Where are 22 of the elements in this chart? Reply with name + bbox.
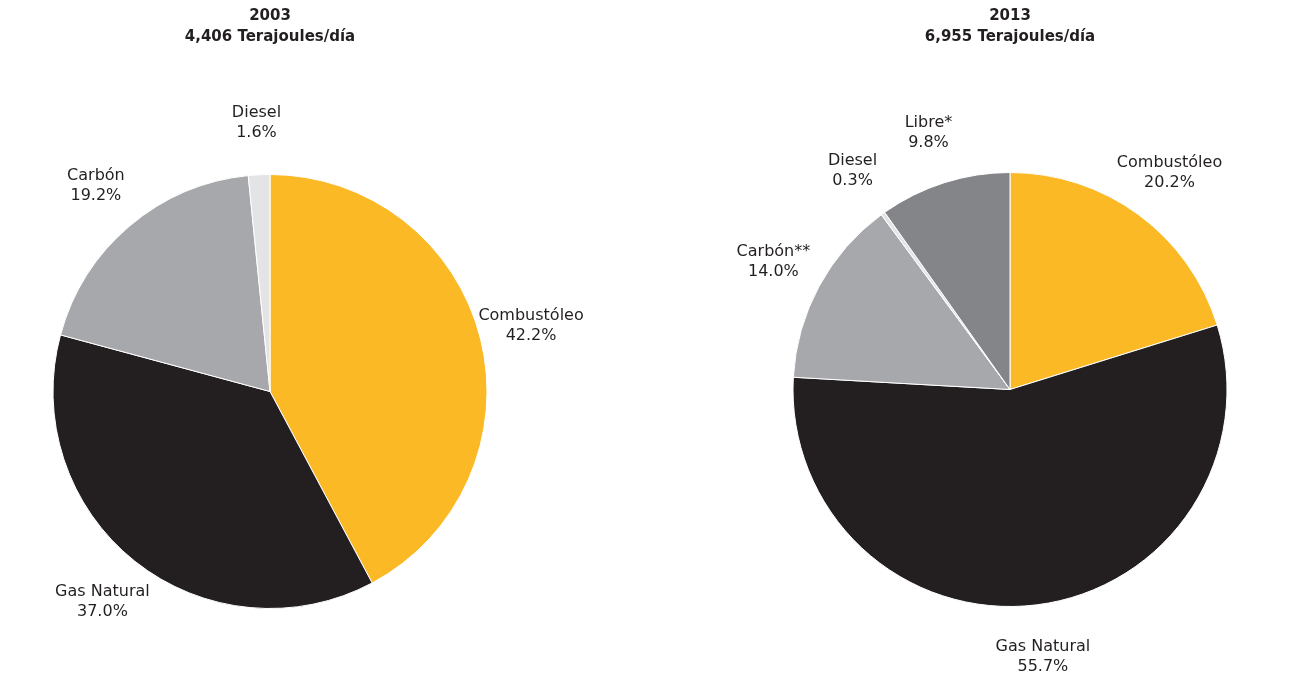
data-label: 20.2% — [1144, 171, 1195, 191]
data-label: 9.8% — [908, 132, 949, 152]
slice-label: Combustóleo — [478, 305, 584, 325]
slice-label: Gas Natural — [995, 635, 1091, 655]
slice-label: Diesel — [231, 101, 282, 121]
slice-label: Carbón** — [736, 240, 811, 260]
data-label: 42.2% — [505, 325, 557, 345]
data-label: 55.7% — [1017, 655, 1069, 673]
data-label: 1.6% — [236, 121, 277, 141]
data-label: 19.2% — [70, 185, 122, 205]
data-label: 14.0% — [747, 260, 799, 280]
slice-label: Libre* — [904, 112, 953, 132]
slice-label: Diesel — [827, 150, 878, 170]
slice-label: Carbón — [67, 165, 125, 185]
data-label: 0.3% — [832, 170, 873, 190]
chart-subtitle: 6,955 Terajoules/día — [923, 27, 1097, 46]
chart-subtitle: 4,406 Terajoules/día — [183, 27, 357, 46]
chart-title: 2003 — [248, 6, 292, 25]
data-label: 37.0% — [77, 601, 128, 621]
slice-label: Combustóleo — [1116, 151, 1223, 171]
slice-label: Gas Natural — [55, 581, 150, 601]
chart-title: 2013 — [988, 6, 1032, 25]
